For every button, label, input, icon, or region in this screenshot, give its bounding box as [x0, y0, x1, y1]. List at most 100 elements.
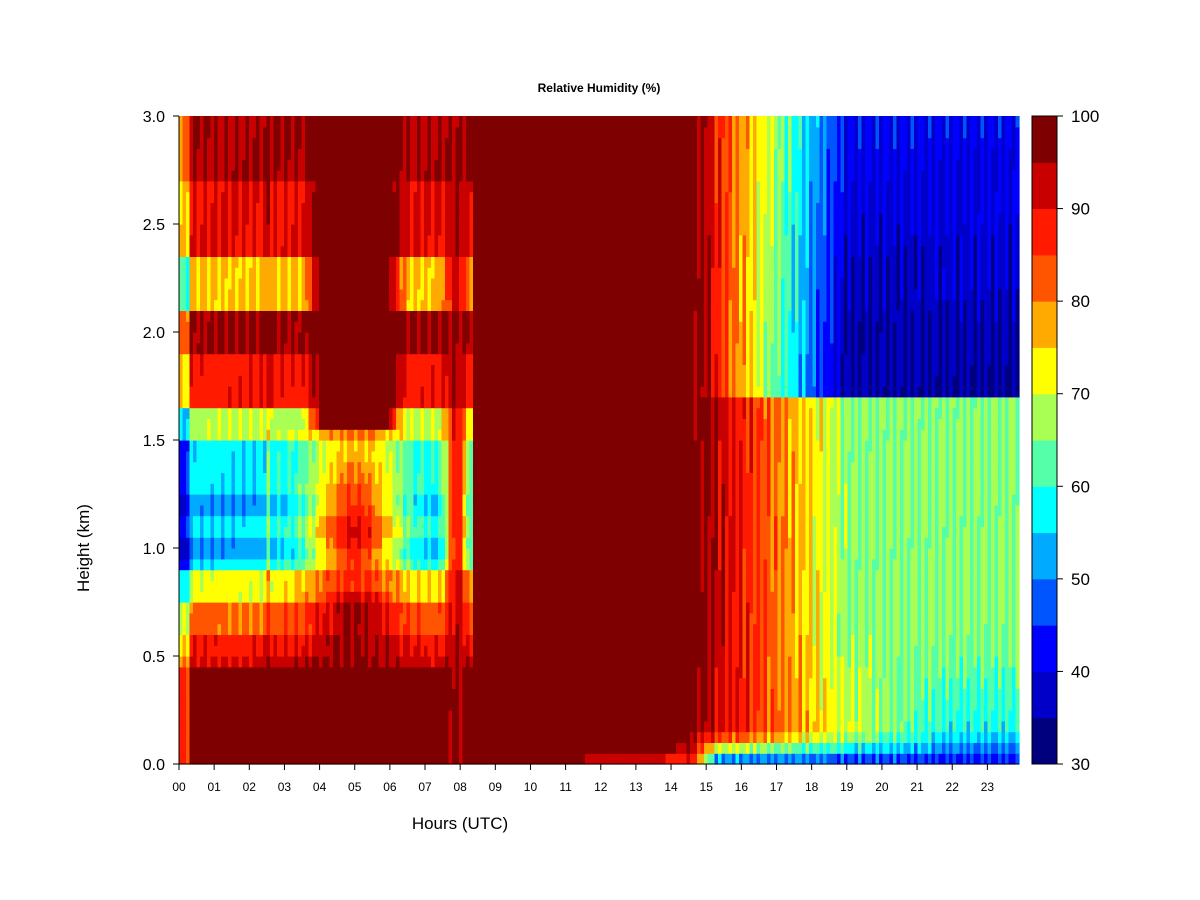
heatmap-cell [473, 731, 478, 743]
heatmap-cell [952, 612, 957, 625]
heatmap-cell [966, 623, 971, 635]
heatmap-cell [655, 591, 660, 603]
heatmap-cell [305, 710, 310, 722]
heatmap-cell [767, 634, 772, 646]
heatmap-cell [585, 699, 590, 711]
heatmap-cell [280, 537, 285, 549]
heatmap-cell [200, 558, 205, 571]
heatmap-cell [361, 677, 366, 689]
heatmap-cell [259, 666, 264, 679]
heatmap-cell [592, 688, 597, 700]
heatmap-cell [259, 645, 264, 657]
heatmap-cell [595, 677, 600, 689]
heatmap-cell [231, 558, 236, 571]
heatmap-cell [833, 645, 838, 657]
heatmap-cell [875, 753, 880, 765]
heatmap-cell [403, 591, 408, 603]
heatmap-cell [753, 537, 758, 549]
heatmap-cell [322, 688, 327, 700]
heatmap-cell [980, 666, 985, 679]
heatmap-cell [385, 710, 390, 722]
heatmap-cell [252, 742, 257, 754]
heatmap-cell [756, 720, 761, 733]
heatmap-cell [746, 710, 751, 722]
heatmap-cell [679, 548, 684, 560]
heatmap-cell [539, 731, 544, 743]
heatmap-cell [501, 742, 506, 754]
heatmap-cell [928, 548, 933, 560]
heatmap-cell [746, 548, 751, 560]
heatmap-cell [280, 666, 285, 679]
heatmap-cell [784, 634, 789, 646]
heatmap-cell [343, 548, 348, 560]
heatmap-cell [637, 537, 642, 549]
heatmap-cell [662, 710, 667, 722]
heatmap-cell [462, 742, 467, 754]
heatmap-cell [354, 742, 359, 754]
heatmap-cell [480, 710, 485, 722]
heatmap-cell [263, 548, 268, 560]
heatmap-cell [970, 677, 975, 689]
heatmap-cell [679, 580, 684, 592]
heatmap-cell [686, 623, 691, 635]
heatmap-cell [340, 645, 345, 657]
heatmap-cell [245, 645, 250, 657]
heatmap-cell [357, 688, 362, 700]
heatmap-cell [718, 602, 723, 614]
heatmap-cell [186, 720, 191, 733]
heatmap-cell [991, 677, 996, 689]
heatmap-cell [840, 710, 845, 722]
heatmap-cell [823, 720, 828, 733]
heatmap-cell [732, 699, 737, 711]
heatmap-cell [245, 569, 250, 581]
heatmap-cell [242, 645, 247, 657]
heatmap-cell [686, 634, 691, 646]
heatmap-cell [455, 645, 460, 657]
heatmap-cell [935, 742, 940, 754]
heatmap-cell [749, 602, 754, 614]
heatmap-cell [273, 731, 278, 743]
heatmap-cell [634, 569, 639, 581]
heatmap-cell [452, 537, 457, 549]
heatmap-cell [711, 569, 716, 581]
heatmap-cell [599, 742, 604, 754]
heatmap-cell [606, 742, 611, 754]
heatmap-cell [546, 699, 551, 711]
heatmap-cell [669, 602, 674, 614]
heatmap-cell [431, 602, 436, 614]
heatmap-cell [798, 634, 803, 646]
heatmap-cell [623, 656, 628, 668]
heatmap-cell [333, 656, 338, 668]
heatmap-cell [392, 742, 397, 754]
heatmap-cell [431, 742, 436, 754]
heatmap-cell [434, 720, 439, 733]
heatmap-cell [791, 753, 796, 765]
heatmap-cell [280, 753, 285, 765]
heatmap-cell [795, 612, 800, 625]
heatmap-cell [294, 602, 299, 614]
heatmap-cell [606, 591, 611, 603]
heatmap-cell [910, 623, 915, 635]
heatmap-cell [371, 569, 376, 581]
heatmap-cell [830, 612, 835, 625]
heatmap-cell [221, 720, 226, 733]
heatmap-cell [333, 666, 338, 679]
heatmap-cell [998, 731, 1003, 743]
heatmap-cell [592, 720, 597, 733]
heatmap-cell [728, 580, 733, 592]
heatmap-cell [403, 537, 408, 549]
heatmap-cell [350, 537, 355, 549]
heatmap-cell [378, 742, 383, 754]
heatmap-cell [378, 569, 383, 581]
heatmap-cell [823, 558, 828, 571]
heatmap-cell [595, 710, 600, 722]
heatmap-cell [308, 580, 313, 592]
heatmap-cell [581, 623, 586, 635]
heatmap-cell [343, 602, 348, 614]
heatmap-cell [571, 677, 576, 689]
heatmap-cell [539, 623, 544, 635]
heatmap-cell [476, 645, 481, 657]
heatmap-cell [462, 548, 467, 560]
heatmap-cell [774, 591, 779, 603]
heatmap-cell [578, 666, 583, 679]
